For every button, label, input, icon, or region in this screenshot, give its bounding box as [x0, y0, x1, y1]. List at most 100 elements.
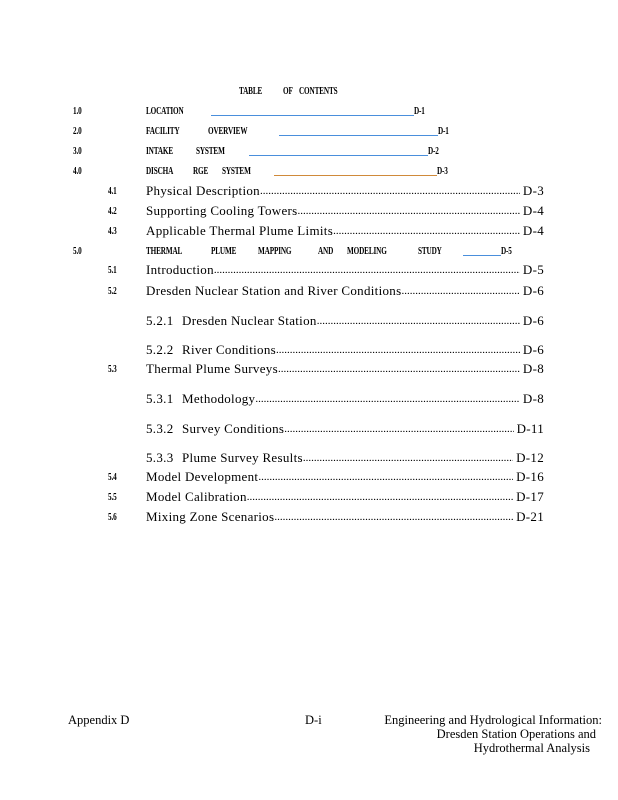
- toc-entry-major[interactable]: 5.0 THERMAL PLUME MAPPING AND MODELING S…: [0, 246, 618, 260]
- entry-page: D-3: [522, 183, 544, 198]
- entry-number: 5.3.2: [146, 421, 174, 436]
- leader-line: [279, 135, 438, 136]
- dot-leader: [401, 283, 519, 299]
- entry-number: 5.3.1: [146, 391, 174, 406]
- toc-entry[interactable]: 5.4 Model Development D-16: [0, 469, 618, 487]
- toc-entry-level3[interactable]: 5.3.2 Survey Conditions D-11: [0, 421, 618, 439]
- dot-leader: [247, 489, 513, 505]
- entry-page: D-12: [516, 450, 544, 465]
- entry-number: 2.0: [73, 126, 82, 137]
- entry-number: 4.1: [108, 186, 117, 197]
- entry-label: Plume Survey Results: [182, 450, 303, 465]
- entry-page: D-16: [516, 469, 544, 484]
- entry-page: D-1: [414, 106, 425, 117]
- entry-number: 5.2: [108, 286, 117, 297]
- entry-label: Model Calibration: [146, 489, 247, 504]
- toc-entry-major[interactable]: 2.0 FACILITY OVERVIEW D-1: [0, 126, 618, 140]
- entry-label: OVERVIEW: [208, 126, 248, 137]
- entry-page: D-5: [522, 262, 544, 277]
- dot-leader: [284, 421, 513, 437]
- dot-leader: [303, 450, 513, 466]
- footer-title-line: Engineering and Hydrological Information…: [384, 713, 602, 727]
- entry-number: 4.0: [73, 166, 82, 177]
- toc-entry-major[interactable]: 3.0 INTAKE SYSTEM D-2: [0, 146, 618, 160]
- dot-leader: [317, 313, 520, 329]
- entry-number: 5.3.3: [146, 450, 174, 465]
- entry-page: D-5: [501, 246, 512, 257]
- dot-leader: [214, 262, 520, 278]
- entry-label: Thermal Plume Surveys: [146, 361, 278, 376]
- title-word: TABLE: [239, 86, 263, 97]
- entry-number: 3.0: [73, 146, 82, 157]
- toc-entry[interactable]: 5.2 Dresden Nuclear Station and River Con…: [0, 283, 618, 301]
- entry-page: D-6: [522, 342, 544, 357]
- dot-leader: [278, 361, 520, 377]
- entry-label: MODELING: [347, 246, 387, 257]
- footer-title-line: Hydrothermal Analysis: [473, 741, 590, 755]
- entry-number: 5.2.2: [146, 342, 174, 357]
- footer-title-line: Dresden Station Operations and: [436, 727, 596, 741]
- dot-leader: [274, 509, 513, 525]
- entry-label: PLUME: [211, 246, 237, 257]
- entry-page: D-11: [516, 421, 544, 436]
- dot-leader: [298, 203, 520, 219]
- entry-number: 5.0: [73, 246, 82, 257]
- footer-page-number: D-i: [305, 713, 322, 727]
- entry-label: LOCATION: [146, 106, 184, 117]
- entry-page: D-6: [522, 283, 544, 298]
- entry-page: D-2: [428, 146, 439, 157]
- entry-label: SYSTEM: [222, 166, 251, 177]
- entry-label: River Conditions: [182, 342, 276, 357]
- dot-leader: [333, 223, 520, 239]
- entry-number: 5.3: [108, 364, 117, 375]
- entry-number: 4.3: [108, 226, 117, 237]
- entry-page: D-4: [522, 203, 544, 218]
- entry-page: D-4: [522, 223, 544, 238]
- entry-label: Introduction: [146, 262, 214, 277]
- dot-leader: [255, 391, 520, 407]
- toc-entry-level3[interactable]: 5.3.3 Plume Survey Results D-12: [0, 450, 618, 468]
- entry-page: D-8: [522, 391, 544, 406]
- entry-label: DISCHA: [146, 166, 174, 177]
- toc-entry[interactable]: 5.5 Model Calibration D-17: [0, 489, 618, 507]
- entry-label: SYSTEM: [196, 146, 225, 157]
- toc-entry-major[interactable]: 4.0 DISCHA RGE SYSTEM D-3: [0, 166, 618, 180]
- entry-page: D-6: [522, 313, 544, 328]
- dot-leader: [276, 342, 520, 358]
- entry-label: STUDY: [418, 246, 442, 257]
- title-word: CONTENTS: [299, 86, 338, 97]
- entry-number: 5.1: [108, 265, 117, 276]
- entry-label: Survey Conditions: [182, 421, 285, 436]
- toc-entry[interactable]: 5.6 Mixing Zone Scenarios D-21: [0, 509, 618, 527]
- entry-page: D-21: [516, 509, 544, 524]
- toc-entry[interactable]: 4.2 Supporting Cooling Towers D-4: [0, 203, 618, 221]
- entry-label: Applicable Thermal Plume Limits: [146, 223, 334, 238]
- entry-label: INTAKE: [146, 146, 174, 157]
- dot-leader: [260, 183, 520, 199]
- toc-entry-level3[interactable]: 5.2.1 Dresden Nuclear Station D-6: [0, 313, 618, 331]
- entry-page: D-1: [438, 126, 449, 137]
- leader-line: [249, 155, 428, 156]
- entry-label: Supporting Cooling Towers: [146, 203, 298, 218]
- entry-page: D-17: [516, 489, 544, 504]
- toc-entry[interactable]: 4.1 Physical Description D-3: [0, 183, 618, 201]
- entry-label: Dresden Nuclear Station: [182, 313, 317, 328]
- toc-entry[interactable]: 4.3 Applicable Thermal Plume Limits D-4: [0, 223, 618, 241]
- entry-label: Mixing Zone Scenarios: [146, 509, 275, 524]
- entry-number: 4.2: [108, 206, 117, 217]
- entry-page: D-3: [437, 166, 448, 177]
- toc-entry-level3[interactable]: 5.2.2 River Conditions D-6: [0, 342, 618, 360]
- leader-line: [274, 175, 437, 176]
- entry-label: MAPPING: [258, 246, 292, 257]
- entry-number: 5.5: [108, 492, 117, 503]
- leader-line: [211, 115, 414, 116]
- entry-label: Model Development: [146, 469, 259, 484]
- entry-label: RGE: [193, 166, 209, 177]
- toc-entry[interactable]: 5.3 Thermal Plume Surveys D-8: [0, 361, 618, 379]
- entry-label: Methodology: [182, 391, 256, 406]
- entry-label: THERMAL: [146, 246, 183, 257]
- toc-entry-level3[interactable]: 5.3.1 Methodology D-8: [0, 391, 618, 409]
- toc-entry-major[interactable]: 1.0 LOCATION D-1: [0, 106, 618, 120]
- toc-entry[interactable]: 5.1 Introduction D-5: [0, 262, 618, 280]
- entry-label: Dresden Nuclear Station and River Condit…: [146, 283, 402, 298]
